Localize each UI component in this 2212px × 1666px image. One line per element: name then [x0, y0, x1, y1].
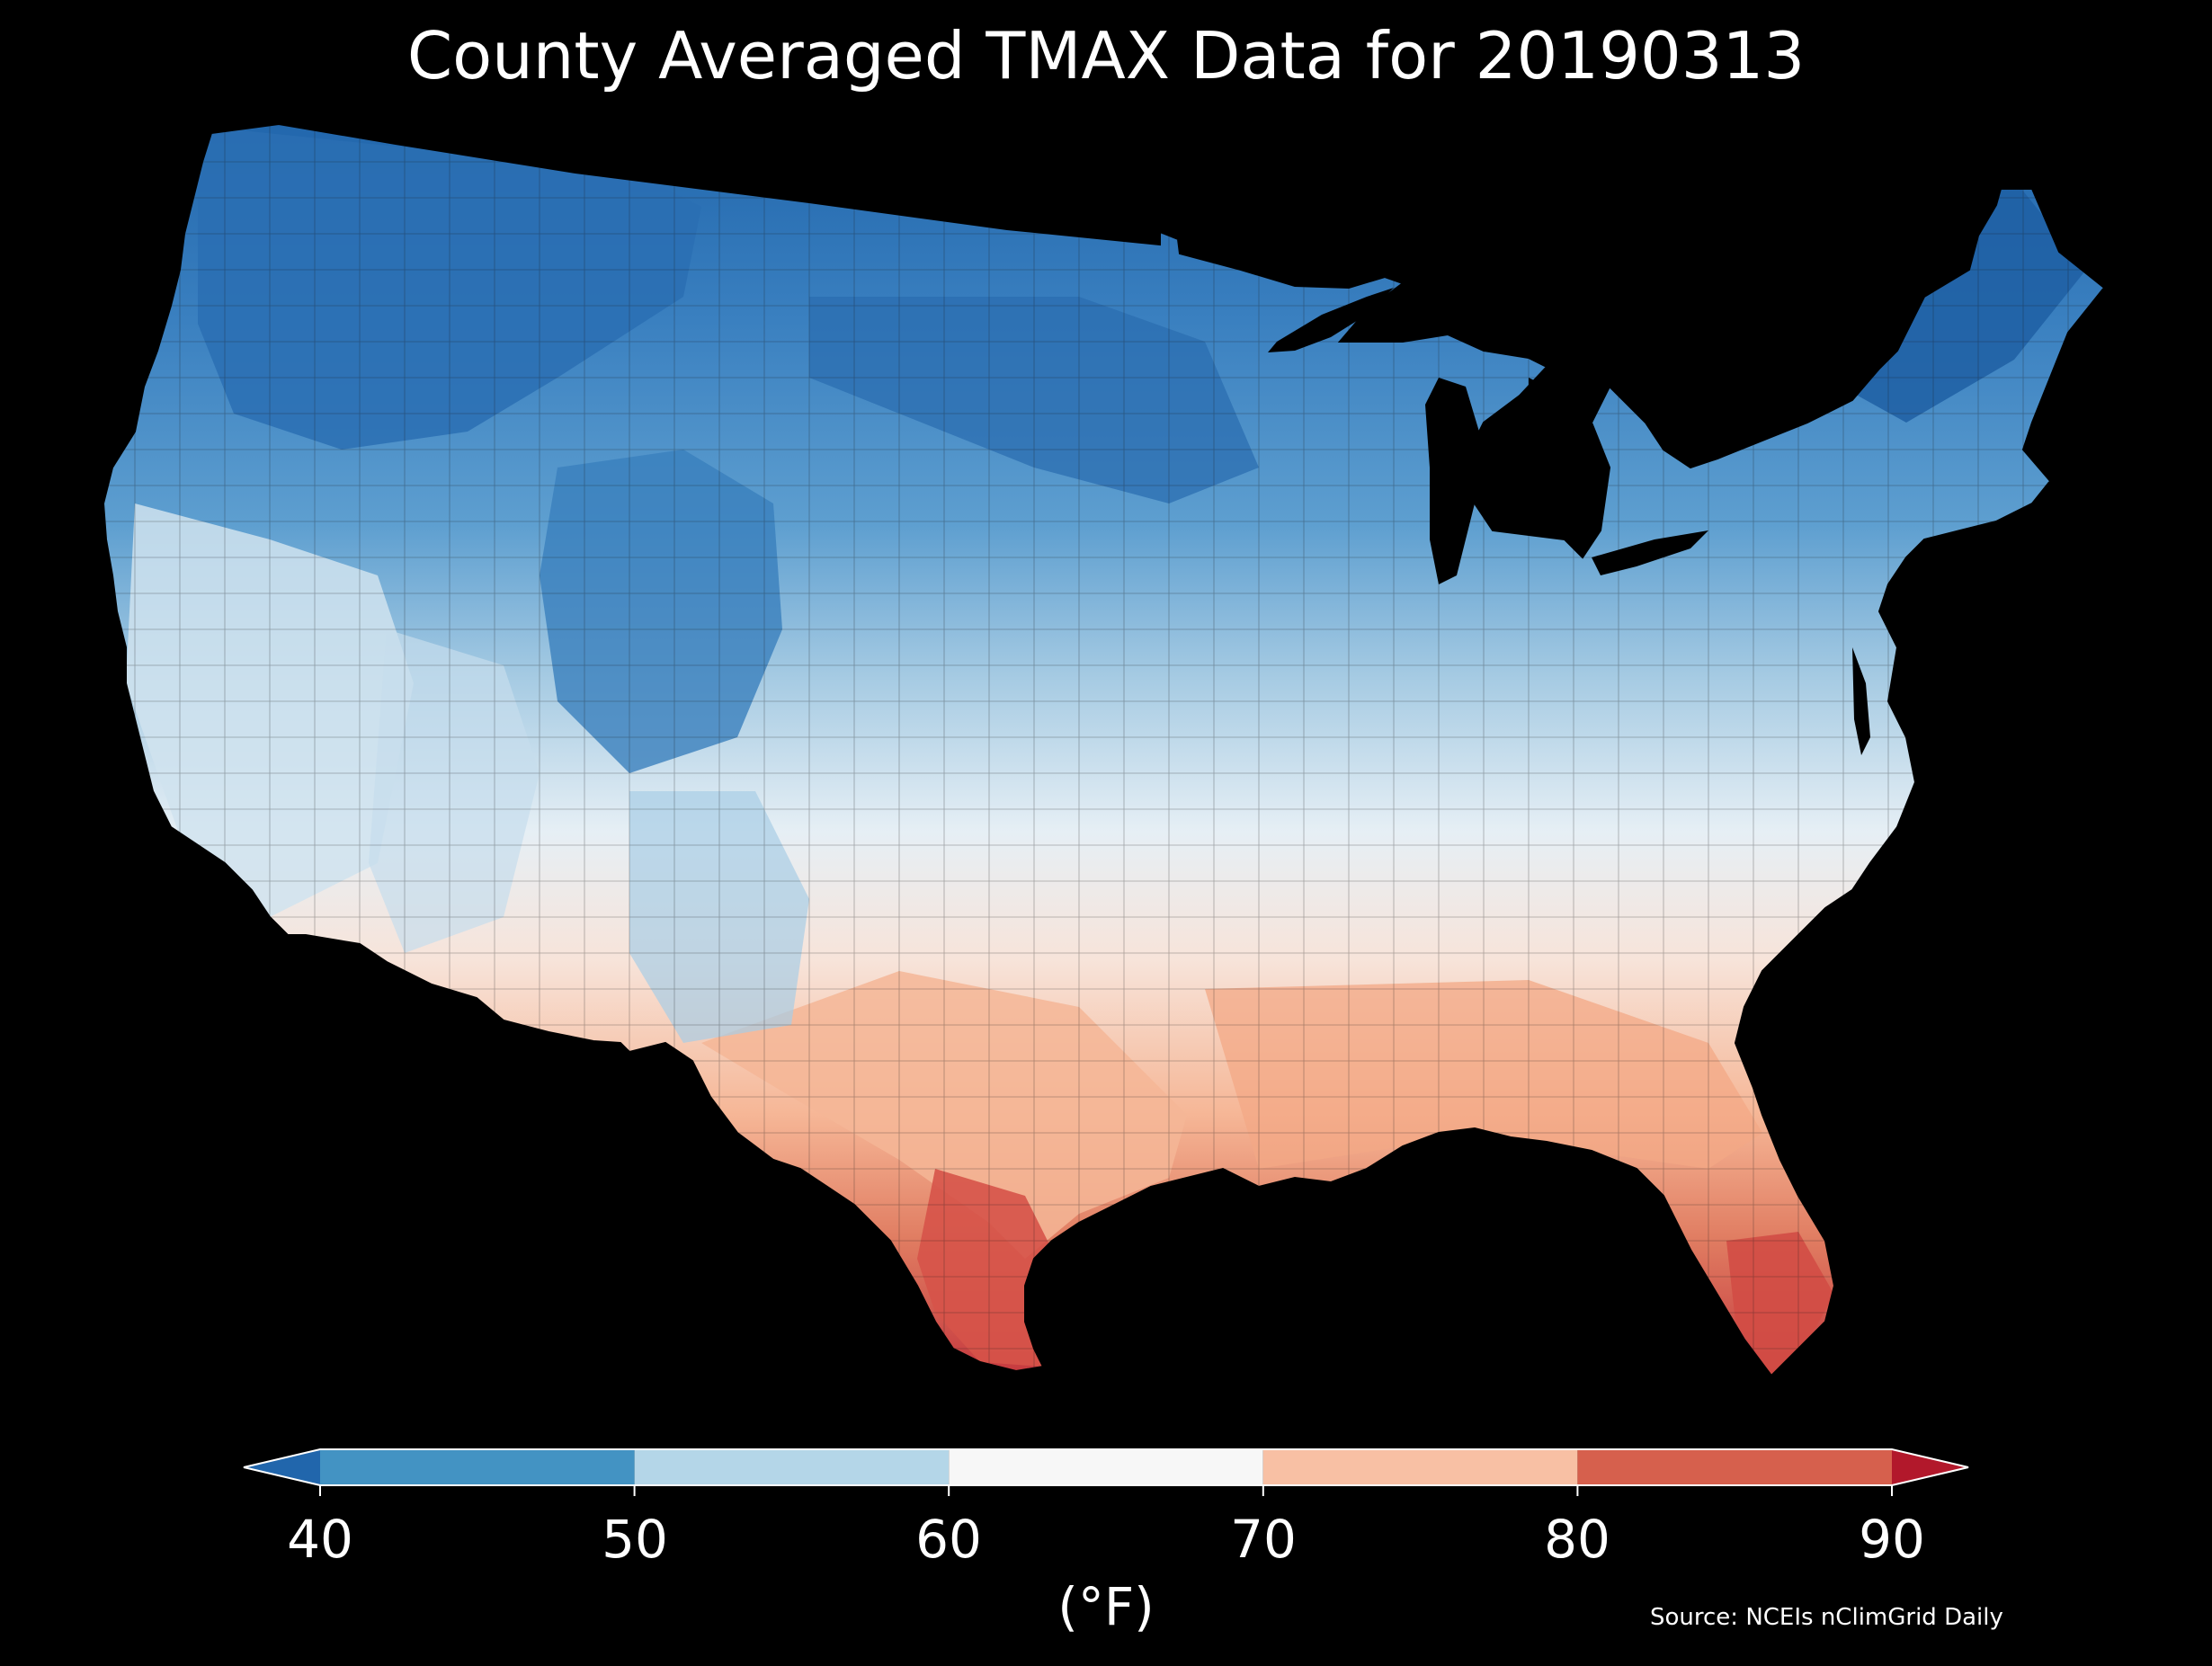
colorbar-unit-label: (°F) — [1057, 1576, 1155, 1637]
colorbar-bin — [1262, 1449, 1578, 1485]
colorbar-bin — [320, 1449, 635, 1485]
colorbar-tick-label: 80 — [1544, 1509, 1610, 1570]
figure-title: County Averaged TMAX Data for 20190313 — [406, 18, 1806, 94]
colorbar-tick-label: 50 — [602, 1509, 668, 1570]
colorbar-tick-label: 60 — [915, 1509, 982, 1570]
colorbar-tick-label: 40 — [287, 1509, 353, 1570]
colorbar-tick-label: 70 — [1230, 1509, 1297, 1570]
lake-erie — [1592, 530, 1708, 575]
chesapeake-bay — [1852, 647, 1870, 755]
colorbar-over-arrow — [1892, 1449, 1968, 1485]
colorbar-bin — [634, 1449, 950, 1485]
lake-michigan — [1425, 378, 1479, 584]
source-credit: Source: NCEIs nClimGrid Daily — [1650, 1604, 2003, 1631]
lake-superior — [1268, 288, 1394, 352]
colorbar-tick-label: 90 — [1859, 1509, 1925, 1570]
colorbar-bin — [1577, 1449, 1892, 1485]
colorbar-bin — [949, 1449, 1263, 1485]
lake-huron — [1529, 378, 1592, 486]
colorbar-under-arrow — [244, 1449, 320, 1485]
